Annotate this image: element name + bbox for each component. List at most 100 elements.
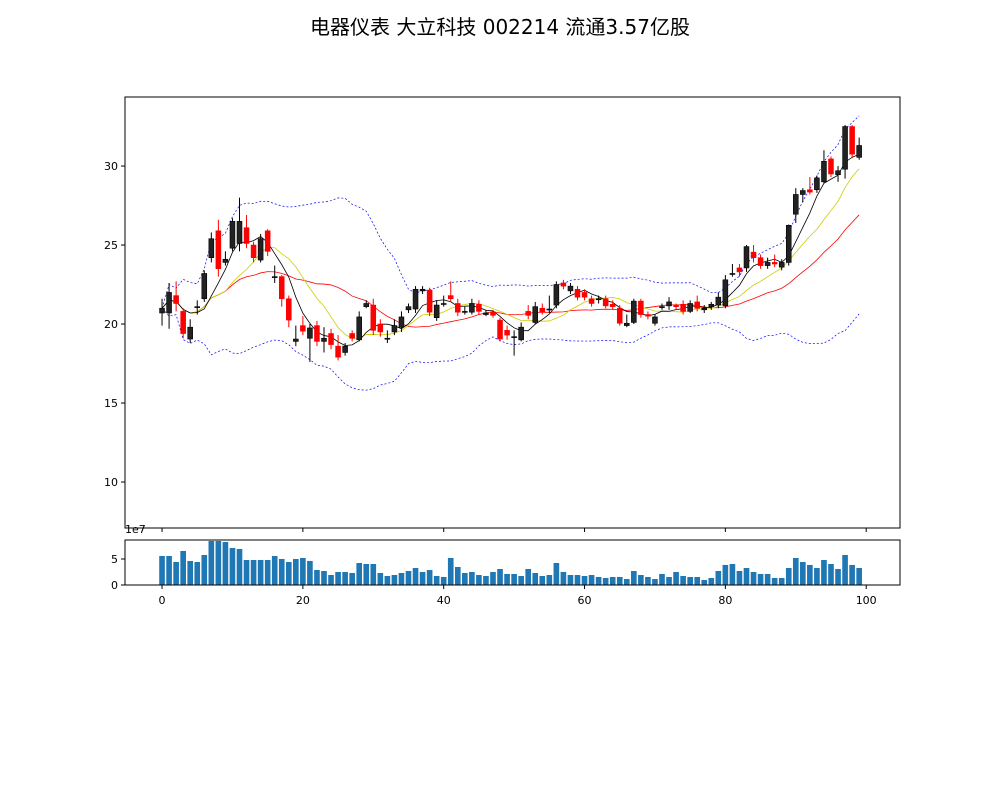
y-tick-label: 10 bbox=[104, 476, 118, 489]
volume-offset-label: 1e7 bbox=[125, 523, 146, 536]
candle-body bbox=[159, 307, 165, 314]
candle-body bbox=[215, 230, 222, 270]
candle-body bbox=[236, 221, 243, 244]
candle-body bbox=[645, 314, 651, 317]
volume-bar bbox=[567, 575, 574, 585]
volume-bar bbox=[729, 563, 736, 585]
candle-body bbox=[229, 221, 236, 249]
volume-bar bbox=[476, 575, 482, 585]
candle-body bbox=[616, 307, 623, 324]
volume-bar bbox=[236, 549, 243, 585]
candle-body bbox=[462, 311, 468, 313]
volume-bar bbox=[229, 547, 236, 585]
candle-body bbox=[187, 326, 193, 340]
candle-body bbox=[581, 292, 588, 298]
volume-bar bbox=[314, 570, 320, 585]
candle-body bbox=[257, 238, 264, 261]
volume-bar bbox=[743, 567, 750, 585]
candle-body bbox=[173, 295, 179, 304]
candle-body bbox=[490, 311, 496, 316]
candle-body bbox=[595, 298, 602, 301]
x-tick-label: 80 bbox=[718, 594, 732, 607]
chart-title: 电器仪表 大立科技 002214 流通3.57亿股 bbox=[310, 15, 690, 39]
volume-bar bbox=[159, 555, 165, 585]
x-tick-label: 40 bbox=[437, 594, 451, 607]
candle-body bbox=[778, 262, 785, 268]
y-tick-label: 15 bbox=[104, 397, 118, 410]
candle-body bbox=[764, 262, 771, 266]
candle-body bbox=[243, 227, 250, 244]
x-tick-label: 20 bbox=[296, 594, 310, 607]
volume-bar bbox=[335, 571, 341, 585]
volume-bar bbox=[807, 564, 813, 585]
candle-body bbox=[609, 303, 616, 307]
volume-bar bbox=[631, 571, 637, 585]
candle-body bbox=[349, 333, 355, 339]
volume-bar bbox=[398, 572, 405, 585]
candle-body bbox=[750, 251, 757, 258]
candle-body bbox=[624, 322, 630, 326]
volume-bar bbox=[504, 573, 510, 585]
x-tick-label: 100 bbox=[856, 594, 877, 607]
volume-bar bbox=[356, 562, 363, 585]
candle-body bbox=[588, 298, 595, 304]
candle-body bbox=[708, 303, 715, 307]
volume-bar bbox=[814, 567, 820, 585]
volume-bar bbox=[469, 571, 475, 585]
volume-bar bbox=[842, 554, 848, 585]
candle-body bbox=[828, 158, 834, 175]
candle-body bbox=[793, 194, 799, 215]
volume-bar bbox=[173, 562, 179, 585]
volume-bar bbox=[419, 571, 426, 585]
candle-body bbox=[194, 306, 201, 308]
candle-body bbox=[567, 285, 574, 292]
candle-body bbox=[391, 325, 398, 333]
volume-bar bbox=[771, 577, 778, 585]
volume-bar bbox=[828, 563, 834, 585]
candle-body bbox=[680, 303, 686, 312]
volume-bar bbox=[342, 571, 348, 585]
candle-body bbox=[328, 333, 334, 345]
candle-body bbox=[412, 288, 419, 310]
volume-bar bbox=[792, 558, 799, 585]
volume-bar bbox=[680, 576, 686, 585]
candle-body bbox=[743, 246, 750, 269]
candle-body bbox=[342, 345, 348, 353]
candle-body bbox=[278, 276, 285, 300]
volume-bar bbox=[546, 575, 553, 585]
candle-body bbox=[201, 273, 208, 300]
volume-bar bbox=[609, 576, 616, 585]
volume-bar bbox=[539, 576, 546, 585]
volume-bar bbox=[215, 540, 222, 585]
volume-bar bbox=[328, 575, 334, 585]
volume-bar bbox=[525, 568, 532, 585]
candle-body bbox=[300, 325, 306, 332]
volume-bar bbox=[497, 568, 503, 585]
candle-body bbox=[546, 308, 553, 311]
candle-body bbox=[574, 288, 581, 298]
candle-body bbox=[377, 323, 384, 333]
volume-bar bbox=[257, 559, 264, 585]
candle-body bbox=[539, 307, 546, 313]
candle-body bbox=[363, 303, 370, 307]
candle-body bbox=[602, 298, 609, 307]
volume-bar bbox=[271, 555, 278, 585]
volume-bar bbox=[363, 563, 370, 585]
candle-body bbox=[440, 303, 447, 305]
candle-body bbox=[835, 170, 841, 176]
volume-axes-frame bbox=[124, 539, 901, 586]
volume-bar bbox=[349, 572, 355, 585]
candle-body bbox=[307, 327, 313, 339]
candle-body bbox=[715, 296, 722, 306]
candle-body bbox=[370, 304, 377, 331]
candle-body bbox=[666, 301, 672, 307]
volume-bar bbox=[659, 573, 665, 585]
volume-bar bbox=[377, 572, 384, 585]
ma20-line bbox=[161, 214, 860, 328]
volume-bar bbox=[821, 559, 827, 585]
volume-bar bbox=[447, 558, 454, 585]
candle-body bbox=[286, 298, 292, 321]
volume-bar bbox=[574, 575, 581, 585]
candle-body bbox=[476, 303, 482, 312]
